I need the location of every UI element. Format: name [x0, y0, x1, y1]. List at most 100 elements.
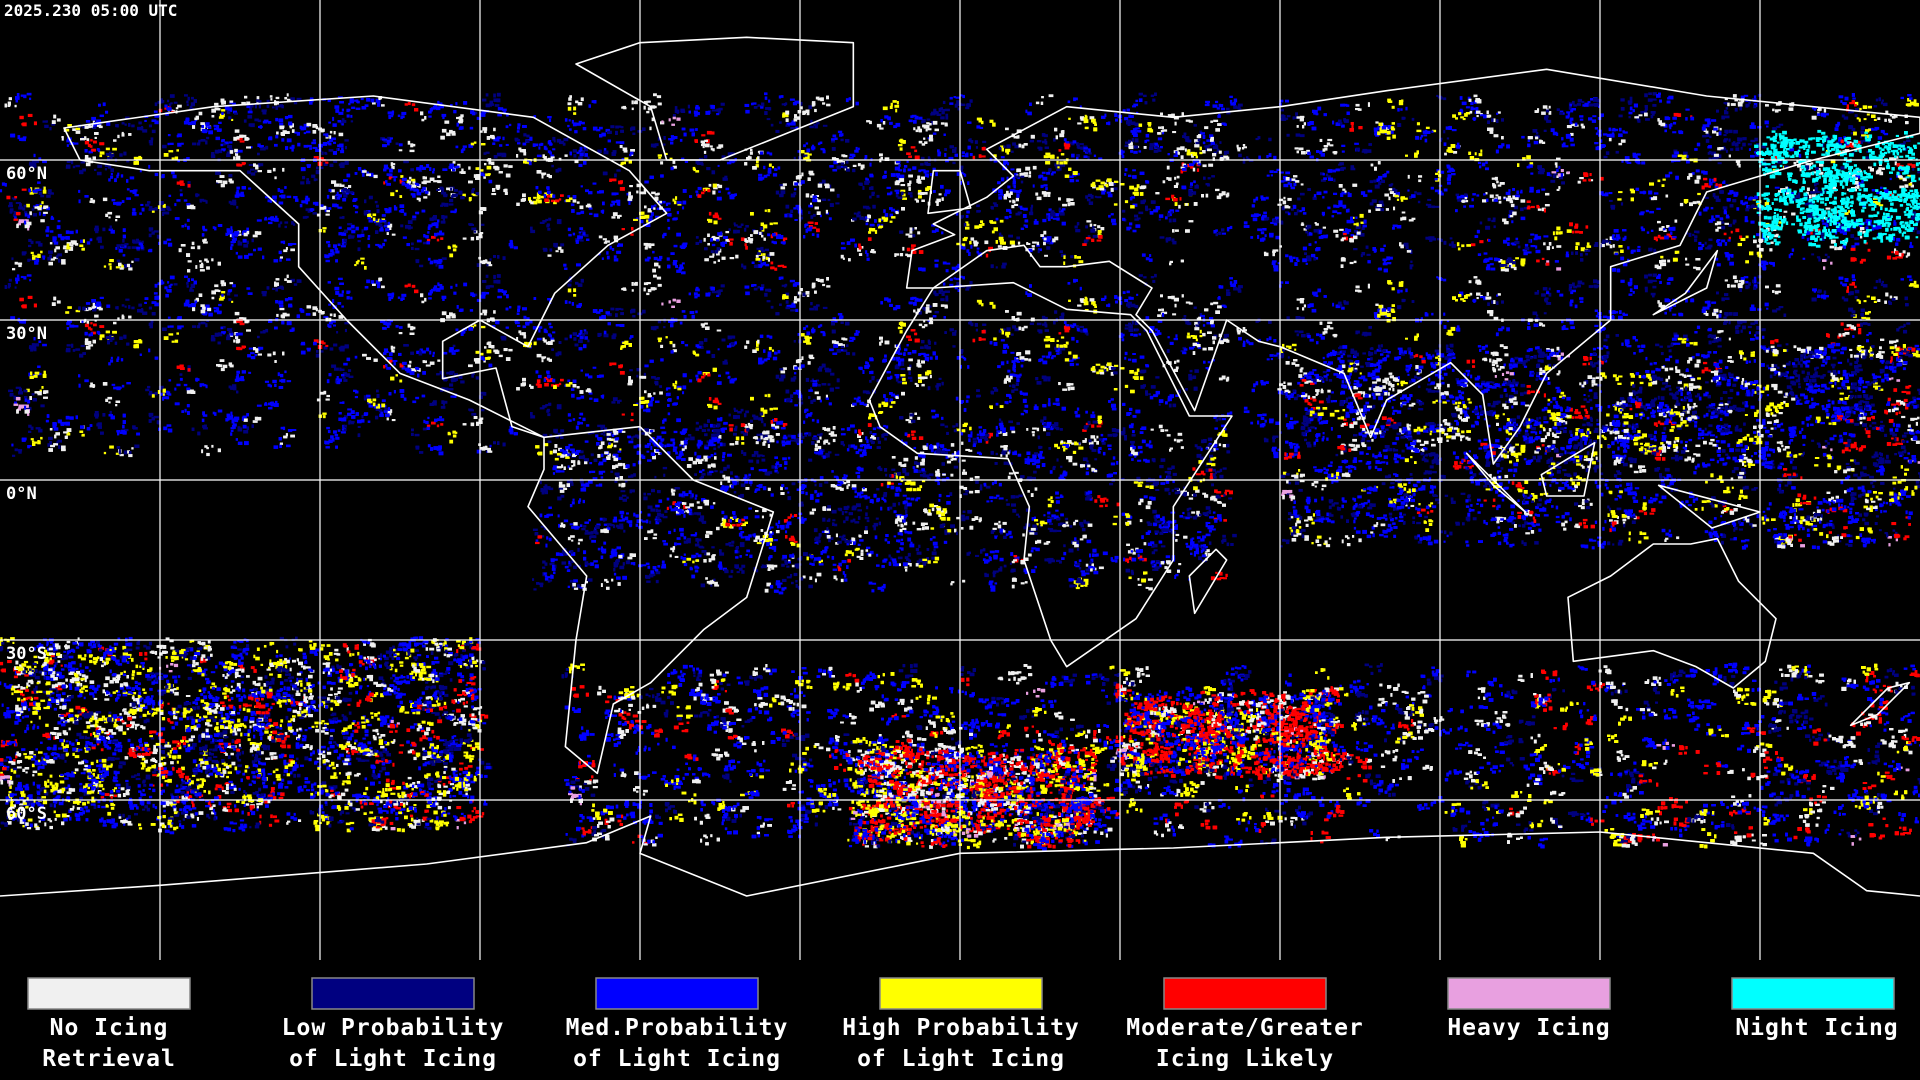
icing-pixel — [1882, 102, 1888, 107]
icing-pixel — [1536, 259, 1540, 263]
icing-pixel — [547, 254, 552, 257]
icing-pixel — [1573, 104, 1578, 107]
icing-pixel — [1276, 220, 1281, 224]
icing-pixel — [783, 113, 789, 118]
icing-pixel — [1411, 194, 1416, 198]
icing-pixel — [281, 138, 285, 142]
icing-pixel — [222, 148, 225, 152]
icing-pixel — [984, 241, 988, 244]
icing-pixel — [1167, 212, 1172, 217]
icing-pixel — [61, 262, 66, 265]
icing-pixel — [97, 236, 102, 241]
icing-pixel — [115, 215, 121, 218]
icing-pixel — [1076, 256, 1081, 259]
icing-pixel — [1854, 177, 1858, 181]
icing-pixel — [374, 200, 378, 204]
icing-pixel — [1491, 219, 1496, 223]
icing-pixel — [1579, 118, 1584, 121]
icing-pixel — [777, 166, 781, 170]
icing-pixel — [1138, 211, 1144, 215]
icing-pixel — [1015, 197, 1019, 202]
icing-pixel — [16, 212, 20, 216]
icing-pixel — [902, 246, 905, 251]
icing-pixel — [476, 236, 479, 241]
icing-pixel — [816, 228, 820, 233]
icing-pixel — [53, 256, 58, 260]
icing-pixel — [587, 156, 590, 160]
icing-pixel — [1701, 243, 1705, 247]
icing-pixel — [1863, 221, 1866, 225]
icing-pixel — [1003, 163, 1007, 166]
icing-pixel — [30, 240, 34, 245]
icing-pixel — [110, 168, 114, 173]
icing-pixel — [1822, 222, 1827, 225]
icing-pixel — [1520, 207, 1524, 212]
icing-pixel — [899, 230, 904, 234]
icing-pixel — [1756, 251, 1762, 255]
icing-pixel — [1894, 248, 1897, 252]
icing-pixel — [1300, 223, 1305, 226]
icing-pixel — [1825, 137, 1830, 140]
icing-pixel — [1089, 223, 1093, 227]
icing-pixel — [1206, 101, 1209, 104]
icing-pixel — [118, 248, 123, 253]
icing-pixel — [1084, 239, 1089, 242]
icing-pixel — [279, 126, 285, 130]
icing-pixel — [1513, 266, 1517, 271]
icing-pixel — [493, 255, 496, 258]
icing-pixel — [1443, 130, 1446, 134]
icing-pixel — [234, 233, 239, 237]
icing-pixel — [1522, 157, 1526, 161]
icing-pixel — [517, 126, 520, 130]
icing-pixel — [555, 250, 559, 253]
icing-pixel — [1698, 246, 1702, 251]
icing-pixel — [717, 164, 720, 167]
icing-pixel — [979, 126, 984, 129]
icing-pixel — [502, 256, 506, 260]
icing-pixel — [744, 103, 750, 107]
icing-pixel — [399, 179, 402, 182]
icing-pixel — [89, 200, 93, 203]
icing-pixel — [639, 191, 643, 195]
icing-pixel — [1377, 126, 1380, 130]
icing-pixel — [1019, 172, 1025, 177]
icing-pixel — [778, 95, 782, 99]
icing-pixel — [980, 155, 986, 158]
icing-pixel — [585, 204, 589, 208]
icing-pixel — [172, 174, 177, 179]
icing-pixel — [1567, 113, 1570, 117]
icing-pixel — [375, 221, 381, 224]
icing-pixel — [790, 209, 794, 214]
icing-pixel — [1192, 167, 1196, 172]
icing-pixel — [1645, 118, 1650, 121]
icing-pixel — [1806, 187, 1810, 191]
icing-pixel — [449, 129, 453, 134]
icing-pixel — [1079, 105, 1082, 109]
icing-pixel — [1907, 163, 1913, 166]
icing-pixel — [803, 157, 807, 160]
icing-pixel — [581, 121, 585, 125]
icing-pixel — [777, 264, 782, 268]
icing-pixel — [1838, 139, 1842, 142]
icing-pixel — [869, 173, 873, 177]
icing-pixel — [652, 250, 655, 254]
icing-pixel — [1753, 95, 1757, 99]
icing-pixel — [755, 258, 761, 261]
icing-pixel — [767, 233, 771, 237]
icing-pixel — [1721, 239, 1726, 243]
icing-pixel — [1486, 110, 1489, 114]
icing-pixel — [498, 107, 504, 111]
icing-pixel — [1427, 204, 1431, 208]
icing-pixel — [1046, 213, 1049, 217]
icing-pixel — [1219, 104, 1224, 108]
icing-pixel — [1740, 95, 1745, 100]
icing-pixel — [902, 193, 906, 197]
icing-pixel — [199, 260, 202, 263]
icing-pixel — [931, 111, 936, 116]
icing-pixel — [1566, 135, 1571, 139]
icing-pixel — [1505, 191, 1511, 195]
icing-pixel — [1866, 150, 1869, 153]
icing-pixel — [1661, 259, 1666, 263]
icing-pixel — [613, 258, 619, 262]
icing-pixel — [1721, 221, 1725, 224]
